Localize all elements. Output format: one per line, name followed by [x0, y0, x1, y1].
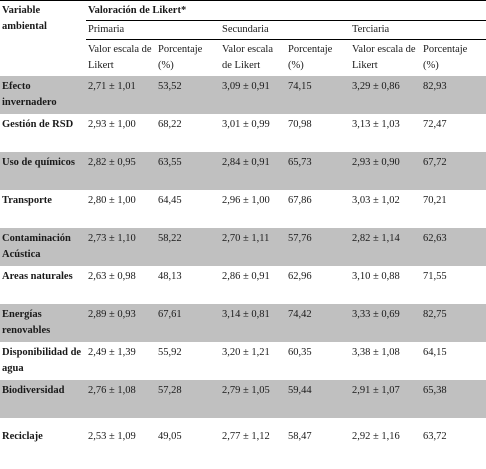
cell-t-pct: 62,63: [421, 228, 486, 266]
cell-p-pct: 53,52: [156, 76, 220, 114]
cell-s-pct: 60,35: [288, 347, 312, 358]
cell-p-scale: 2,80 ± 1,00: [88, 195, 136, 206]
cell-s-scale: 3,14 ± 0,81: [220, 304, 286, 342]
cell-s-pct: 74,15: [286, 76, 350, 114]
cell-s-scale: 3,01 ± 0,99: [222, 119, 270, 130]
cell-p-pct: 68,22: [158, 119, 182, 130]
table-row: Contaminación Acústica 2,73 ± 1,10 58,22 2,…: [0, 228, 486, 266]
cell-s-scale: 2,84 ± 0,91: [220, 152, 286, 190]
header-pct-secundaria: Porcentaje (%): [288, 44, 333, 71]
table-row: Energías renovables 2,89 ± 0,93 67,61 3,14 …: [0, 304, 486, 342]
cell-s-scale: 2,96 ± 1,00: [222, 195, 270, 206]
header-variable: Variable ambiental: [0, 0, 86, 76]
cell-t-scale: 2,93 ± 0,90: [350, 152, 421, 190]
header-level-primaria: Primaria: [86, 20, 220, 40]
table-row: Transporte 2,80 ± 1,00 64,45 2,96 ± 1,00 67,…: [0, 190, 486, 228]
cell-p-pct: 48,13: [158, 271, 182, 282]
row-label: Uso de químicos: [0, 152, 86, 190]
cell-p-scale: 2,93 ± 1,00: [88, 119, 136, 130]
cell-t-pct: 72,47: [423, 119, 447, 130]
table-row: Uso de químicos 2,82 ± 0,95 63,55 2,84 ± 0,…: [0, 152, 486, 190]
cell-s-pct: 67,86: [288, 195, 312, 206]
row-label: Gestión de RSD: [2, 119, 74, 130]
cell-t-pct: 64,15: [423, 347, 447, 358]
cell-t-pct: 71,55: [423, 271, 447, 282]
row-label: Areas naturales: [2, 271, 73, 282]
row-label: Reciclaje: [2, 431, 43, 442]
header-scale-primaria: Valor escala de Likert: [88, 44, 152, 71]
table-row: Reciclaje 2,53 ± 1,09 49,05 2,77 ± 1,12 58,4…: [0, 418, 486, 469]
cell-t-scale: 3,03 ± 1,02: [352, 195, 400, 206]
cell-s-pct: 57,76: [286, 228, 350, 266]
cell-s-scale: 2,70 ± 1,11: [220, 228, 286, 266]
cell-p-scale: 2,63 ± 0,98: [88, 271, 136, 282]
cell-t-scale: 2,82 ± 1,14: [350, 228, 421, 266]
cell-t-pct: 63,72: [423, 431, 447, 442]
cell-p-pct: 67,61: [156, 304, 220, 342]
row-label: Disponibilidad de agua: [2, 347, 82, 374]
cell-t-scale: 3,38 ± 1,08: [352, 347, 400, 358]
cell-p-pct: 64,45: [158, 195, 182, 206]
row-label: Biodiversidad: [0, 380, 86, 418]
header-pct-terciaria: Porcentaje (%): [423, 44, 468, 71]
cell-t-pct: 82,75: [421, 304, 486, 342]
cell-s-pct: 65,73: [286, 152, 350, 190]
table-row: Biodiversidad 2,76 ± 1,08 57,28 2,79 ± 1,05…: [0, 380, 486, 418]
cell-p-pct: 55,92: [158, 347, 182, 358]
table-row: Efecto invernadero 2,71 ± 1,01 53,52 3,09 ±…: [0, 76, 486, 114]
cell-t-scale: 3,29 ± 0,86: [350, 76, 421, 114]
cell-t-pct: 67,72: [421, 152, 486, 190]
cell-p-pct: 57,28: [156, 380, 220, 418]
cell-p-scale: 2,53 ± 1,09: [88, 431, 136, 442]
cell-p-scale: 2,76 ± 1,08: [86, 380, 156, 418]
cell-p-pct: 49,05: [158, 431, 182, 442]
header-scale-secundaria: Valor escala de Likert: [222, 44, 274, 71]
cell-s-pct: 58,47: [288, 431, 312, 442]
cell-s-scale: 2,77 ± 1,12: [222, 431, 270, 442]
cell-p-pct: 58,22: [156, 228, 220, 266]
header-likert: Valoración de Likert*: [86, 0, 486, 21]
cell-t-scale: 2,92 ± 1,16: [352, 431, 400, 442]
row-label: Transporte: [2, 195, 52, 206]
cell-t-scale: 3,10 ± 0,88: [352, 271, 400, 282]
header-scale-terciaria: Valor escala de Likert: [352, 44, 416, 71]
cell-s-scale: 2,86 ± 0,91: [222, 271, 270, 282]
table-row: Gestión de RSD 2,93 ± 1,00 68,22 3,01 ± 0,9…: [0, 114, 486, 152]
cell-s-scale: 2,79 ± 1,05: [220, 380, 286, 418]
cell-s-scale: 3,09 ± 0,91: [220, 76, 286, 114]
cell-t-scale: 3,33 ± 0,69: [350, 304, 421, 342]
cell-p-scale: 2,71 ± 1,01: [86, 76, 156, 114]
cell-p-scale: 2,82 ± 0,95: [86, 152, 156, 190]
cell-s-pct: 62,96: [288, 271, 312, 282]
row-label: Contaminación Acústica: [0, 228, 86, 266]
cell-t-pct: 82,93: [421, 76, 486, 114]
cell-s-pct: 70,98: [288, 119, 312, 130]
cell-s-pct: 59,44: [286, 380, 350, 418]
cell-p-scale: 2,49 ± 1,39: [88, 347, 136, 358]
header-level-secundaria: Secundaria: [220, 20, 350, 40]
cell-p-scale: 2,73 ± 1,10: [86, 228, 156, 266]
cell-t-pct: 70,21: [423, 195, 447, 206]
cell-s-pct: 74,42: [286, 304, 350, 342]
cell-p-scale: 2,89 ± 0,93: [86, 304, 156, 342]
header-level-terciaria: Terciaria: [350, 20, 486, 40]
header-pct-primaria: Porcentaje (%): [158, 44, 203, 71]
row-label: Efecto invernadero: [0, 76, 86, 114]
cell-p-pct: 63,55: [156, 152, 220, 190]
cell-s-scale: 3,20 ± 1,21: [222, 347, 270, 358]
cell-t-scale: 2,91 ± 1,07: [350, 380, 421, 418]
table-row: Areas naturales 2,63 ± 0,98 48,13 2,86 ± 0,…: [0, 266, 486, 304]
cell-t-pct: 65,38: [421, 380, 486, 418]
cell-t-scale: 3,13 ± 1,03: [352, 119, 400, 130]
row-label: Energías renovables: [0, 304, 86, 342]
table-row: Disponibilidad de agua 2,49 ± 1,39 55,92 3,…: [0, 342, 486, 380]
